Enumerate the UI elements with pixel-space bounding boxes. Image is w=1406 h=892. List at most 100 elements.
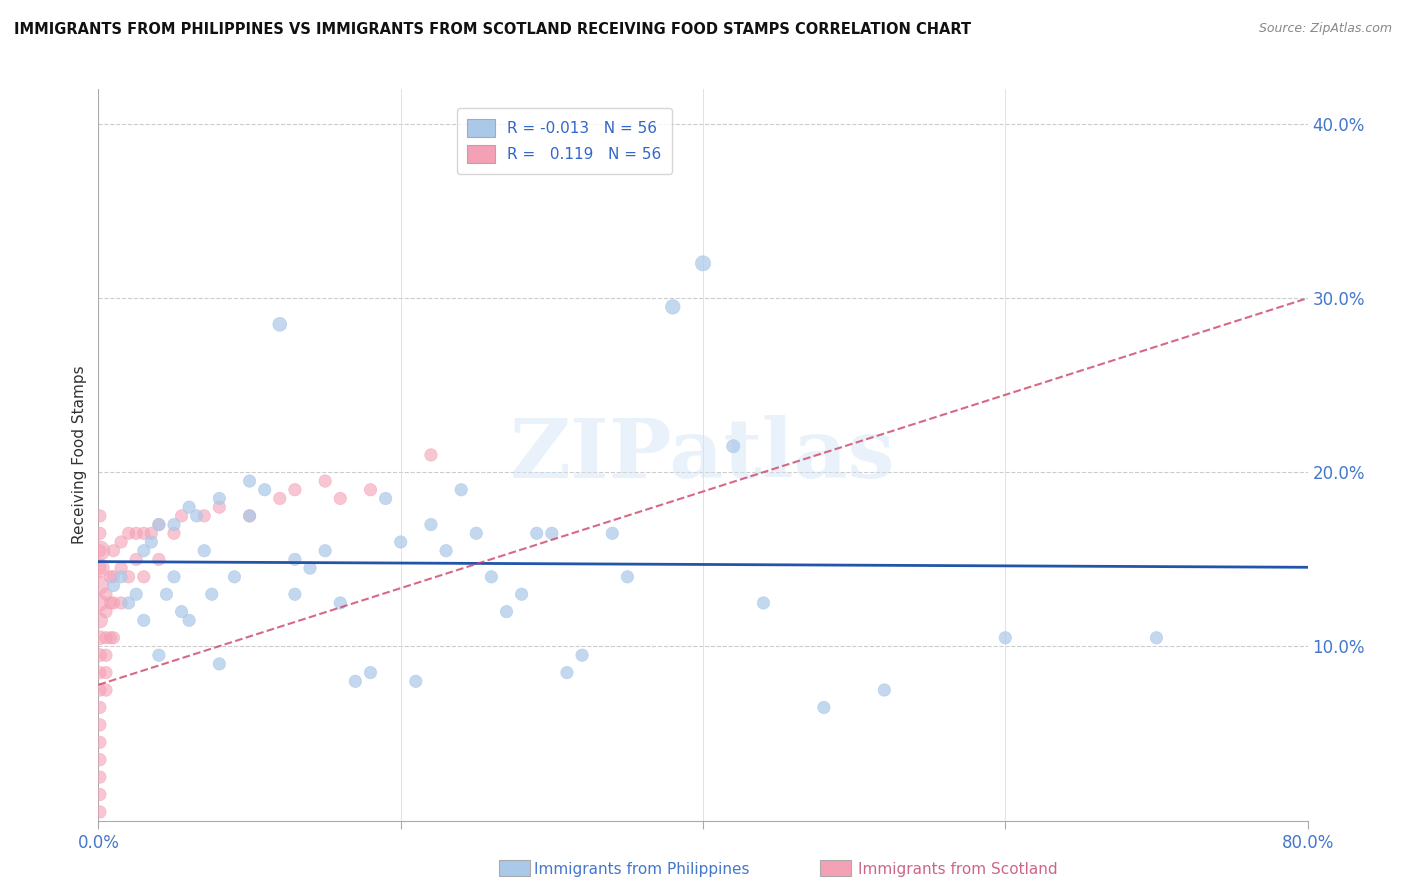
Point <box>170 605 193 619</box>
Point <box>813 700 835 714</box>
Point <box>110 596 132 610</box>
Point <box>148 648 170 663</box>
Point <box>89 718 111 732</box>
Point <box>284 552 307 566</box>
Point <box>132 613 155 627</box>
Legend: R = -0.013   N = 56, R =   0.119   N = 56: R = -0.013 N = 56, R = 0.119 N = 56 <box>457 108 672 174</box>
Point <box>141 535 163 549</box>
Point <box>170 508 193 523</box>
Point <box>179 500 201 515</box>
Point <box>94 683 117 698</box>
Point <box>89 543 111 558</box>
Point <box>100 596 122 610</box>
Point <box>661 300 683 314</box>
Point <box>179 613 201 627</box>
Point <box>269 491 291 506</box>
Point <box>163 526 186 541</box>
Point <box>89 561 111 575</box>
Point <box>450 483 472 497</box>
Point <box>100 570 122 584</box>
Point <box>94 587 117 601</box>
Point <box>89 648 111 663</box>
Point <box>239 508 262 523</box>
Point <box>141 526 163 541</box>
Point <box>405 674 427 689</box>
Point <box>465 526 488 541</box>
Point <box>314 543 336 558</box>
Point <box>132 526 155 541</box>
Point <box>89 665 111 680</box>
Point <box>873 683 896 698</box>
FancyBboxPatch shape <box>499 860 530 876</box>
Point <box>94 648 117 663</box>
Text: IMMIGRANTS FROM PHILIPPINES VS IMMIGRANTS FROM SCOTLAND RECEIVING FOOD STAMPS CO: IMMIGRANTS FROM PHILIPPINES VS IMMIGRANT… <box>14 22 972 37</box>
Point <box>239 474 262 488</box>
Point <box>118 596 141 610</box>
Point <box>89 543 111 558</box>
Point <box>329 491 352 506</box>
Point <box>155 587 177 601</box>
Text: ZIPatlas: ZIPatlas <box>510 415 896 495</box>
Point <box>89 596 111 610</box>
Point <box>540 526 562 541</box>
Point <box>420 448 443 462</box>
Point <box>602 526 624 541</box>
Point <box>208 491 231 506</box>
Point <box>89 508 111 523</box>
Point <box>132 543 155 558</box>
Point <box>495 605 517 619</box>
Point <box>148 517 170 532</box>
Point <box>94 631 117 645</box>
Point <box>103 543 125 558</box>
Point <box>208 500 231 515</box>
Point <box>125 526 148 541</box>
Point <box>481 570 503 584</box>
Point <box>239 508 262 523</box>
Point <box>374 491 396 506</box>
Point <box>571 648 593 663</box>
Point <box>269 318 291 332</box>
Point <box>89 735 111 749</box>
Point <box>125 587 148 601</box>
Point <box>89 770 111 784</box>
Point <box>420 517 443 532</box>
Point <box>224 570 246 584</box>
Point <box>208 657 231 671</box>
Point <box>89 561 111 575</box>
Point <box>89 753 111 767</box>
Point <box>163 517 186 532</box>
Point <box>163 570 186 584</box>
Point <box>284 483 307 497</box>
Point <box>89 788 111 802</box>
Point <box>434 543 457 558</box>
Point <box>284 587 307 601</box>
Y-axis label: Receiving Food Stamps: Receiving Food Stamps <box>72 366 87 544</box>
Point <box>526 526 548 541</box>
Point <box>1144 631 1167 645</box>
Point <box>329 596 352 610</box>
Point <box>94 605 117 619</box>
Point <box>555 665 578 680</box>
Point <box>103 570 125 584</box>
Point <box>510 587 533 601</box>
Point <box>389 535 412 549</box>
Point <box>110 561 132 575</box>
Point <box>94 665 117 680</box>
Point <box>110 535 132 549</box>
Point <box>752 596 775 610</box>
Text: Source: ZipAtlas.com: Source: ZipAtlas.com <box>1258 22 1392 36</box>
Point <box>132 570 155 584</box>
Point <box>253 483 276 497</box>
Point <box>103 631 125 645</box>
Point <box>103 596 125 610</box>
Point <box>148 517 170 532</box>
Point <box>89 683 111 698</box>
Point <box>103 578 125 592</box>
Point <box>314 474 336 488</box>
Point <box>89 631 111 645</box>
Point <box>89 578 111 592</box>
Point <box>360 483 382 497</box>
Point <box>125 552 148 566</box>
Point <box>89 805 111 819</box>
Point <box>110 570 132 584</box>
